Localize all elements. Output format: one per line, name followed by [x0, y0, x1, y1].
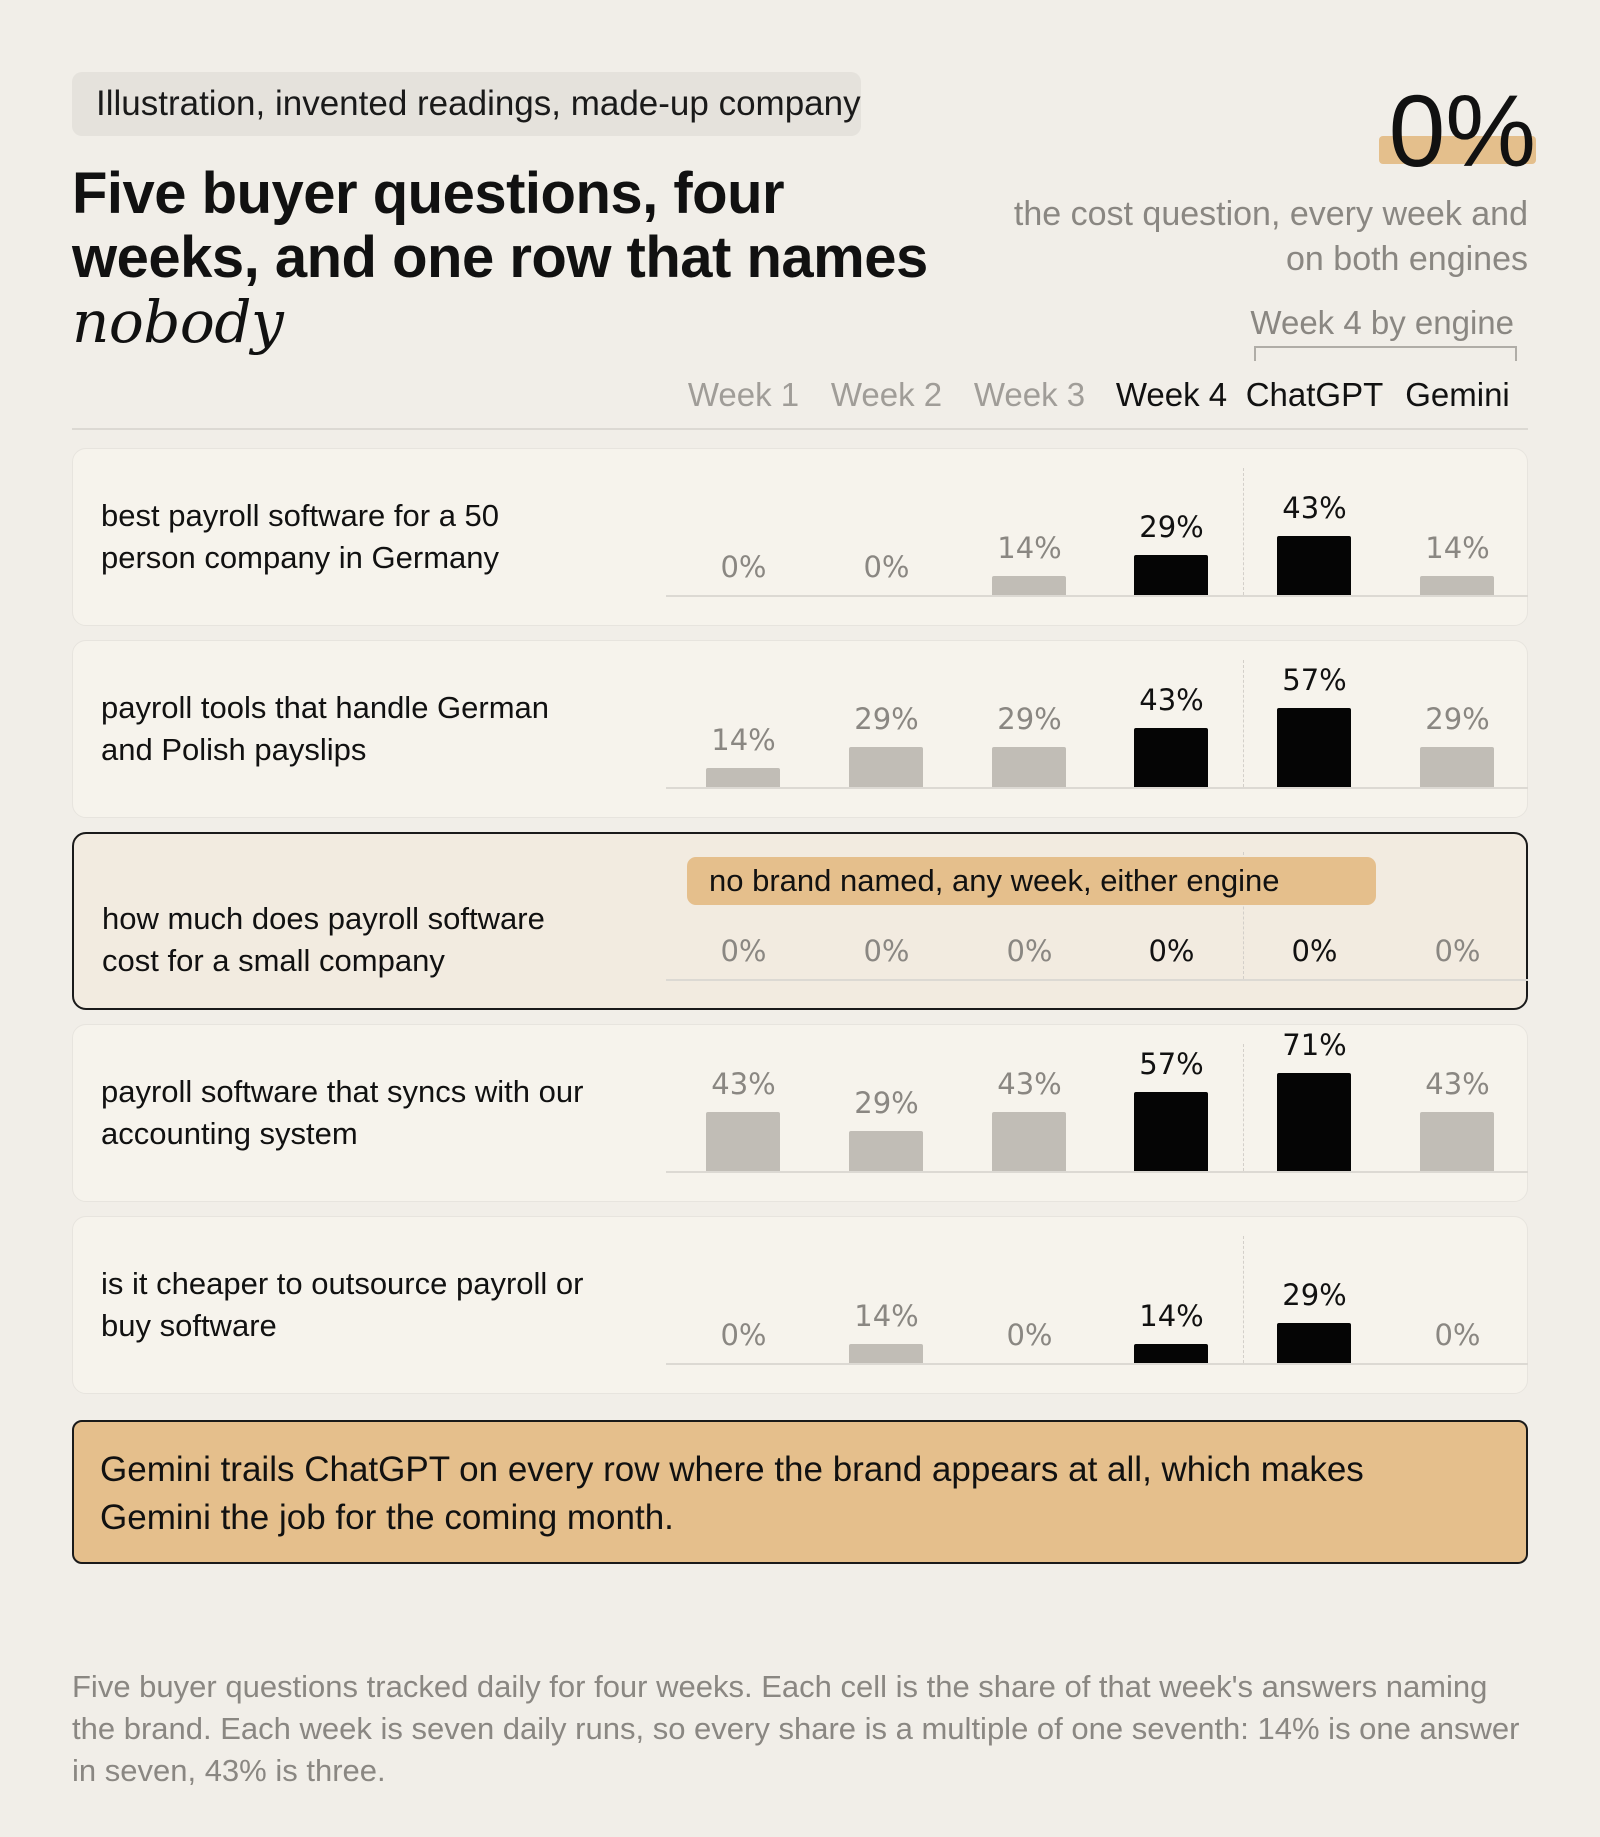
group-label: Week 4 by engine — [1250, 304, 1514, 341]
value-label: 71% — [1282, 1028, 1347, 1063]
title-emphasis: nobody — [72, 288, 284, 356]
row-question: how much does payroll software cost for … — [102, 901, 545, 978]
engine-divider — [1243, 852, 1244, 979]
kpi-value: 0% — [1388, 74, 1536, 188]
page-title: Five buyer questions, four weeks, and on… — [72, 162, 972, 355]
bar-week-2 — [849, 1130, 923, 1171]
value-label: 43% — [997, 1066, 1062, 1101]
column-header-gemini: Gemini — [1405, 376, 1510, 413]
bar-week-2 — [849, 1343, 923, 1363]
row-question: payroll tools that handle German and Pol… — [101, 690, 550, 767]
value-label: 0% — [1434, 934, 1481, 968]
value-label: 29% — [1139, 509, 1204, 544]
bar-week-3 — [992, 746, 1066, 787]
value-label: 14% — [854, 1298, 919, 1333]
row-question: payroll software that syncs with our acc… — [101, 1074, 584, 1151]
row-baseline — [666, 1363, 1528, 1365]
row-question: best payroll software for a 50 person co… — [101, 498, 500, 575]
value-label: 57% — [1139, 1047, 1204, 1082]
value-label: 0% — [1006, 934, 1053, 968]
value-label: 0% — [720, 934, 767, 968]
column-header-week-1: Week 1 — [687, 376, 800, 413]
engine-divider — [1243, 1236, 1244, 1363]
bar-chatgpt — [1277, 1073, 1351, 1171]
value-label: 0% — [863, 934, 910, 968]
value-label: 0% — [863, 550, 910, 584]
footnote: Five buyer questions tracked daily for f… — [72, 1669, 1520, 1788]
value-label: 0% — [1291, 934, 1338, 968]
row-baseline — [666, 1171, 1528, 1173]
engine-divider — [1243, 1044, 1244, 1171]
value-label: 43% — [1282, 490, 1347, 525]
value-label: 0% — [1434, 1318, 1481, 1352]
value-label: 14% — [1139, 1298, 1204, 1333]
bar-week-3 — [992, 575, 1066, 595]
value-label: 29% — [854, 701, 919, 736]
row-baseline — [666, 979, 1528, 981]
kpi-note: the cost question, every week and on bot… — [1013, 195, 1528, 278]
value-label: 0% — [1148, 934, 1195, 968]
bar-week-4 — [1134, 554, 1208, 595]
engine-divider — [1243, 660, 1244, 787]
column-header-week-2: Week 2 — [830, 376, 943, 413]
value-label: 29% — [1425, 701, 1490, 736]
column-header-week-4: Week 4 — [1115, 376, 1228, 413]
bar-week-1 — [706, 1111, 780, 1171]
bar-chatgpt — [1277, 708, 1351, 787]
row-baseline — [666, 787, 1528, 789]
bar-gemini — [1420, 575, 1494, 595]
bar-week-4 — [1134, 727, 1208, 787]
row-question: is it cheaper to outsource payroll or bu… — [101, 1266, 584, 1343]
callout-box: Gemini trails ChatGPT on every row where… — [72, 1420, 1528, 1564]
bar-week-1 — [706, 767, 780, 787]
value-label: 57% — [1282, 663, 1347, 698]
value-label: 29% — [854, 1085, 919, 1120]
bar-gemini — [1420, 1111, 1494, 1171]
value-label: 14% — [711, 722, 776, 757]
value-label: 0% — [720, 1318, 767, 1352]
callout-text: Gemini trails ChatGPT on every row where… — [100, 1450, 1364, 1537]
header-rule — [72, 428, 1528, 430]
bar-week-3 — [992, 1111, 1066, 1171]
value-label: 14% — [1425, 530, 1490, 565]
bar-week-2 — [849, 746, 923, 787]
value-label: 0% — [720, 550, 767, 584]
value-label: 29% — [997, 701, 1062, 736]
value-label: 14% — [997, 530, 1062, 565]
kpi-highlight — [1379, 136, 1536, 164]
group-bracket — [1254, 346, 1517, 361]
column-header-week-3: Week 3 — [973, 376, 1086, 413]
illustration-tag: Illustration, invented readings, made-up… — [72, 72, 861, 136]
no-brand-annotation: no brand named, any week, either engine — [687, 857, 1376, 905]
value-label: 43% — [1425, 1066, 1490, 1101]
bar-chatgpt — [1277, 1322, 1351, 1363]
value-label: 43% — [711, 1066, 776, 1101]
bar-gemini — [1420, 746, 1494, 787]
value-label: 0% — [1006, 1318, 1053, 1352]
bar-week-4 — [1134, 1343, 1208, 1363]
bar-week-4 — [1134, 1092, 1208, 1171]
value-label: 29% — [1282, 1277, 1347, 1312]
value-label: 43% — [1139, 682, 1204, 717]
column-header-chatgpt: ChatGPT — [1245, 376, 1384, 413]
bar-chatgpt — [1277, 535, 1351, 595]
engine-divider — [1243, 468, 1244, 595]
title-main: Five buyer questions, four weeks, and on… — [72, 161, 928, 290]
row-baseline — [666, 595, 1528, 597]
